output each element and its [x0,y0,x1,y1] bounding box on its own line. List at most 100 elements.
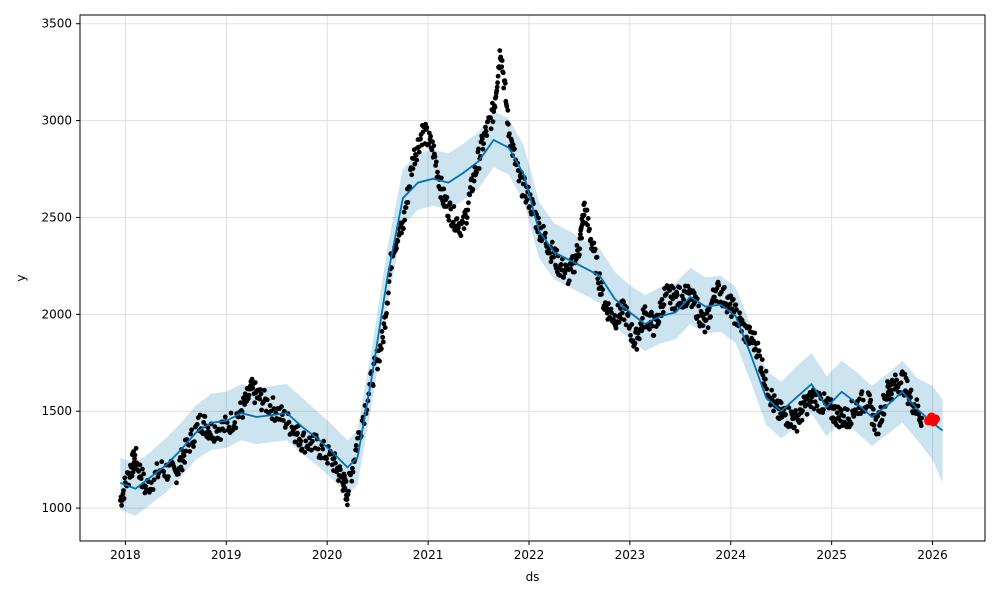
observed-point [286,419,292,425]
observed-point [345,502,350,508]
observed-point [431,143,437,149]
observed-point [483,124,488,130]
observed-point [499,58,505,63]
observed-point [812,399,818,405]
observed-point [451,204,457,209]
observed-point [435,169,440,175]
observed-point [384,311,389,316]
observed-point [414,157,420,163]
observed-point [232,420,238,425]
observed-point [582,200,587,206]
y-tick-label: 1500 [41,404,72,418]
observed-point [549,239,555,245]
observed-point [202,414,208,419]
observed-point [466,200,471,206]
observed-point [295,430,300,436]
observed-point [696,303,701,309]
observed-point [677,285,683,290]
observed-point [848,421,854,427]
observed-point [488,126,494,132]
observed-point [908,387,914,393]
observed-point [349,478,355,484]
observed-point [454,216,460,221]
y-tick-label: 2000 [41,307,72,321]
observed-point [527,204,532,210]
observed-point [584,207,590,213]
observed-point [599,291,604,297]
observed-point [445,213,451,219]
observed-point [879,417,885,423]
observed-point [804,411,810,417]
observed-point [257,396,263,402]
observed-point [130,469,136,475]
observed-point [132,456,137,462]
observed-point [857,396,862,402]
observed-point [138,476,144,481]
observed-point [705,325,711,331]
observed-point [902,371,908,377]
observed-point [548,259,554,265]
observed-point [343,479,349,484]
observed-point [595,280,601,286]
observed-point [407,184,413,190]
observed-point [667,300,673,306]
observed-point [165,474,171,479]
observed-point [350,469,356,475]
observed-point [324,456,329,462]
observed-point [501,85,507,91]
observed-point [218,437,224,442]
observed-point [192,439,197,444]
observed-point [403,205,409,210]
observed-point [859,389,865,394]
observed-point [664,291,669,297]
observed-point [867,392,872,398]
observed-point [860,397,866,403]
observed-point [904,378,910,384]
observed-point [481,141,486,147]
observed-point [242,391,248,397]
x-axis-label: ds [526,570,540,584]
observed-point [574,243,580,248]
observed-point [301,430,307,436]
observed-point [258,391,264,397]
observed-point [399,230,404,236]
observed-point [302,449,308,455]
observed-point [619,310,625,316]
observed-point [252,400,258,406]
observed-point [536,215,541,221]
observed-point [257,387,263,392]
observed-point [516,178,522,184]
observed-point [613,325,619,331]
observed-point [493,94,499,100]
observed-point [264,397,270,403]
observed-point [307,435,312,441]
x-axis-ticks: 2018 2019 2020 2021 2022 2023 2024 2025 2026 [110,541,948,562]
observed-point [592,246,598,252]
observed-point [331,456,337,461]
observed-point [505,121,511,127]
y-axis-label: y [14,274,28,281]
observed-point [659,297,665,302]
observed-point [788,422,794,427]
observed-point [222,428,227,434]
observed-point [438,175,444,181]
observed-point [708,314,713,320]
observed-point [892,372,898,378]
observed-point [497,48,503,53]
observed-point [551,254,556,260]
observed-point [137,462,143,468]
observed-point [604,305,609,310]
observed-point [771,408,776,414]
observed-point [636,336,642,342]
observed-point [712,294,717,300]
observed-point [159,459,165,465]
observed-point [634,347,640,352]
observed-point [121,496,127,501]
observed-point [412,161,418,167]
observed-point [333,460,338,466]
y-tick-label: 3500 [41,17,72,31]
observed-point [799,417,805,423]
observed-point [121,488,126,493]
